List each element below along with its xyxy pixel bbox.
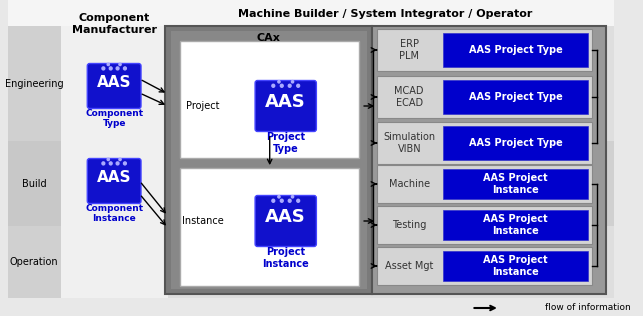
- Text: Operation: Operation: [10, 257, 59, 267]
- Circle shape: [272, 84, 275, 87]
- Circle shape: [288, 199, 291, 202]
- Bar: [8, 226, 61, 298]
- Circle shape: [109, 67, 112, 70]
- FancyBboxPatch shape: [87, 159, 141, 204]
- Text: AAS Project
Instance: AAS Project Instance: [484, 173, 548, 195]
- Text: MCAD
ECAD: MCAD ECAD: [395, 86, 424, 108]
- Text: AAS Project Type: AAS Project Type: [469, 92, 563, 102]
- Text: AAS: AAS: [266, 208, 306, 226]
- Text: Project: Project: [186, 101, 219, 111]
- Circle shape: [123, 67, 126, 70]
- Circle shape: [116, 162, 119, 165]
- Bar: [170, 31, 367, 289]
- FancyBboxPatch shape: [255, 81, 316, 131]
- Text: Project
Instance: Project Instance: [262, 247, 309, 269]
- Text: AAS: AAS: [97, 75, 131, 90]
- Text: AAS Project Type: AAS Project Type: [469, 45, 563, 55]
- Circle shape: [272, 199, 275, 202]
- Circle shape: [123, 162, 126, 165]
- Circle shape: [297, 84, 300, 87]
- Circle shape: [280, 84, 283, 87]
- Bar: [377, 29, 592, 71]
- Bar: [443, 33, 588, 67]
- Circle shape: [291, 196, 294, 198]
- Bar: [180, 41, 359, 158]
- Bar: [8, 26, 61, 141]
- Circle shape: [107, 158, 109, 161]
- Circle shape: [291, 81, 294, 83]
- Bar: [8, 226, 614, 298]
- Bar: [377, 247, 592, 285]
- Bar: [377, 122, 592, 164]
- Text: AAS: AAS: [97, 170, 131, 185]
- Text: Asset Mgt: Asset Mgt: [385, 261, 433, 271]
- Text: Machine Builder / System Integrator / Operator: Machine Builder / System Integrator / Op…: [237, 9, 532, 19]
- Text: Build: Build: [22, 179, 46, 189]
- Circle shape: [278, 196, 280, 198]
- Circle shape: [116, 67, 119, 70]
- Circle shape: [278, 81, 280, 83]
- Circle shape: [288, 84, 291, 87]
- Bar: [443, 126, 588, 160]
- Bar: [8, 26, 614, 141]
- Circle shape: [102, 67, 105, 70]
- Text: Instance: Instance: [182, 216, 224, 226]
- Text: AAS Project
Instance: AAS Project Instance: [484, 214, 548, 236]
- Bar: [8, 0, 614, 26]
- Text: ERP
PLM: ERP PLM: [399, 39, 419, 61]
- Bar: [8, 141, 61, 226]
- Bar: [443, 80, 588, 114]
- Circle shape: [107, 63, 109, 66]
- Text: AAS Project Type: AAS Project Type: [469, 138, 563, 148]
- FancyBboxPatch shape: [255, 196, 316, 246]
- Circle shape: [280, 199, 283, 202]
- Text: Component
Manufacturer: Component Manufacturer: [71, 13, 157, 34]
- Bar: [8, 141, 614, 226]
- Bar: [443, 251, 588, 281]
- FancyBboxPatch shape: [87, 64, 141, 108]
- Text: AAS: AAS: [266, 93, 306, 111]
- Text: Testing: Testing: [392, 220, 426, 230]
- Bar: [165, 26, 372, 294]
- Text: Project
Type: Project Type: [266, 132, 305, 154]
- Text: Component
Type: Component Type: [85, 109, 143, 128]
- Text: CAx: CAx: [257, 33, 281, 43]
- Circle shape: [119, 63, 121, 66]
- Bar: [180, 168, 359, 286]
- Bar: [61, 26, 168, 298]
- Bar: [443, 210, 588, 240]
- Bar: [372, 26, 606, 294]
- Bar: [377, 165, 592, 203]
- Bar: [377, 76, 592, 118]
- Circle shape: [109, 162, 112, 165]
- Circle shape: [119, 158, 121, 161]
- Circle shape: [102, 162, 105, 165]
- Text: Component
Instance: Component Instance: [85, 204, 143, 223]
- Text: Simulation
VIBN: Simulation VIBN: [383, 132, 435, 154]
- Bar: [377, 206, 592, 244]
- Text: flow of information: flow of information: [545, 303, 631, 313]
- Text: AAS Project
Instance: AAS Project Instance: [484, 255, 548, 277]
- Text: Machine: Machine: [388, 179, 430, 189]
- Bar: [443, 169, 588, 199]
- Circle shape: [297, 199, 300, 202]
- Text: Engineering: Engineering: [5, 79, 63, 89]
